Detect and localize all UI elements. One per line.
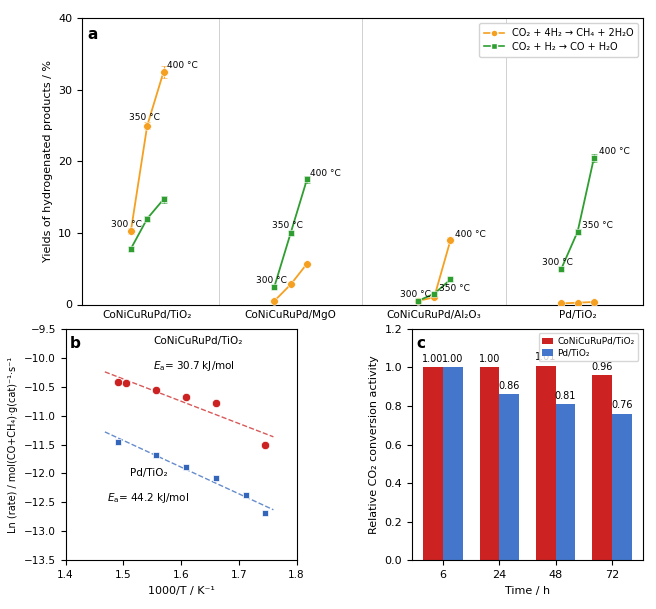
Text: a: a — [88, 27, 98, 42]
Bar — [556, 404, 575, 560]
Bar — [499, 395, 519, 560]
Y-axis label: Relative CO₂ conversion activity: Relative CO₂ conversion activity — [369, 355, 379, 534]
Y-axis label: Yields of hydrogenated products / %: Yields of hydrogenated products / % — [43, 60, 52, 262]
Text: CoNiCuRuPd/TiO₂: CoNiCuRuPd/TiO₂ — [154, 336, 243, 346]
Bar — [443, 367, 462, 560]
Text: c: c — [417, 336, 426, 351]
Text: 400 °C: 400 °C — [310, 169, 341, 178]
Bar — [592, 375, 612, 560]
Text: 0.76: 0.76 — [611, 400, 632, 410]
X-axis label: Time / h: Time / h — [505, 586, 550, 596]
Text: 0.96: 0.96 — [591, 362, 613, 371]
Text: 1.00: 1.00 — [479, 354, 500, 364]
X-axis label: 1000/T / K⁻¹: 1000/T / K⁻¹ — [148, 586, 215, 596]
Text: 300 °C: 300 °C — [400, 290, 430, 300]
Text: 300 °C: 300 °C — [112, 220, 142, 229]
Text: b: b — [70, 336, 81, 351]
Text: Pd/TiO₂: Pd/TiO₂ — [131, 468, 168, 477]
Text: 0.81: 0.81 — [555, 390, 576, 401]
Text: 400 °C: 400 °C — [455, 230, 486, 239]
Text: 350 °C: 350 °C — [272, 221, 303, 230]
Text: 350 °C: 350 °C — [439, 284, 470, 293]
Text: 1.00: 1.00 — [422, 354, 443, 364]
Y-axis label: Ln (rate) / mol(CO+CH₄)·g(cat)⁻¹·s⁻¹: Ln (rate) / mol(CO+CH₄)·g(cat)⁻¹·s⁻¹ — [9, 356, 18, 533]
Text: 350 °C: 350 °C — [129, 113, 160, 122]
Bar — [480, 367, 499, 560]
Text: 0.86: 0.86 — [499, 381, 520, 391]
Bar — [612, 414, 632, 560]
Text: 1.01: 1.01 — [535, 352, 556, 362]
Bar — [423, 367, 443, 560]
Text: 300 °C: 300 °C — [256, 276, 287, 285]
Text: 400 °C: 400 °C — [167, 62, 197, 71]
Text: $E_\mathrm{a}$= 30.7 kJ/mol: $E_\mathrm{a}$= 30.7 kJ/mol — [154, 359, 236, 373]
Text: 300 °C: 300 °C — [542, 258, 573, 267]
Text: $E_\mathrm{a}$= 44.2 kJ/mol: $E_\mathrm{a}$= 44.2 kJ/mol — [107, 491, 189, 505]
Text: 350 °C: 350 °C — [583, 221, 613, 230]
Text: 1.00: 1.00 — [442, 354, 464, 364]
Legend: CO₂ + 4H₂ → CH₄ + 2H₂O, CO₂ + H₂ → CO + H₂O: CO₂ + 4H₂ → CH₄ + 2H₂O, CO₂ + H₂ → CO + … — [480, 23, 638, 57]
Legend: CoNiCuRuPd/TiO₂, Pd/TiO₂: CoNiCuRuPd/TiO₂, Pd/TiO₂ — [539, 333, 638, 361]
Text: 400 °C: 400 °C — [598, 147, 629, 157]
Bar — [536, 365, 556, 560]
